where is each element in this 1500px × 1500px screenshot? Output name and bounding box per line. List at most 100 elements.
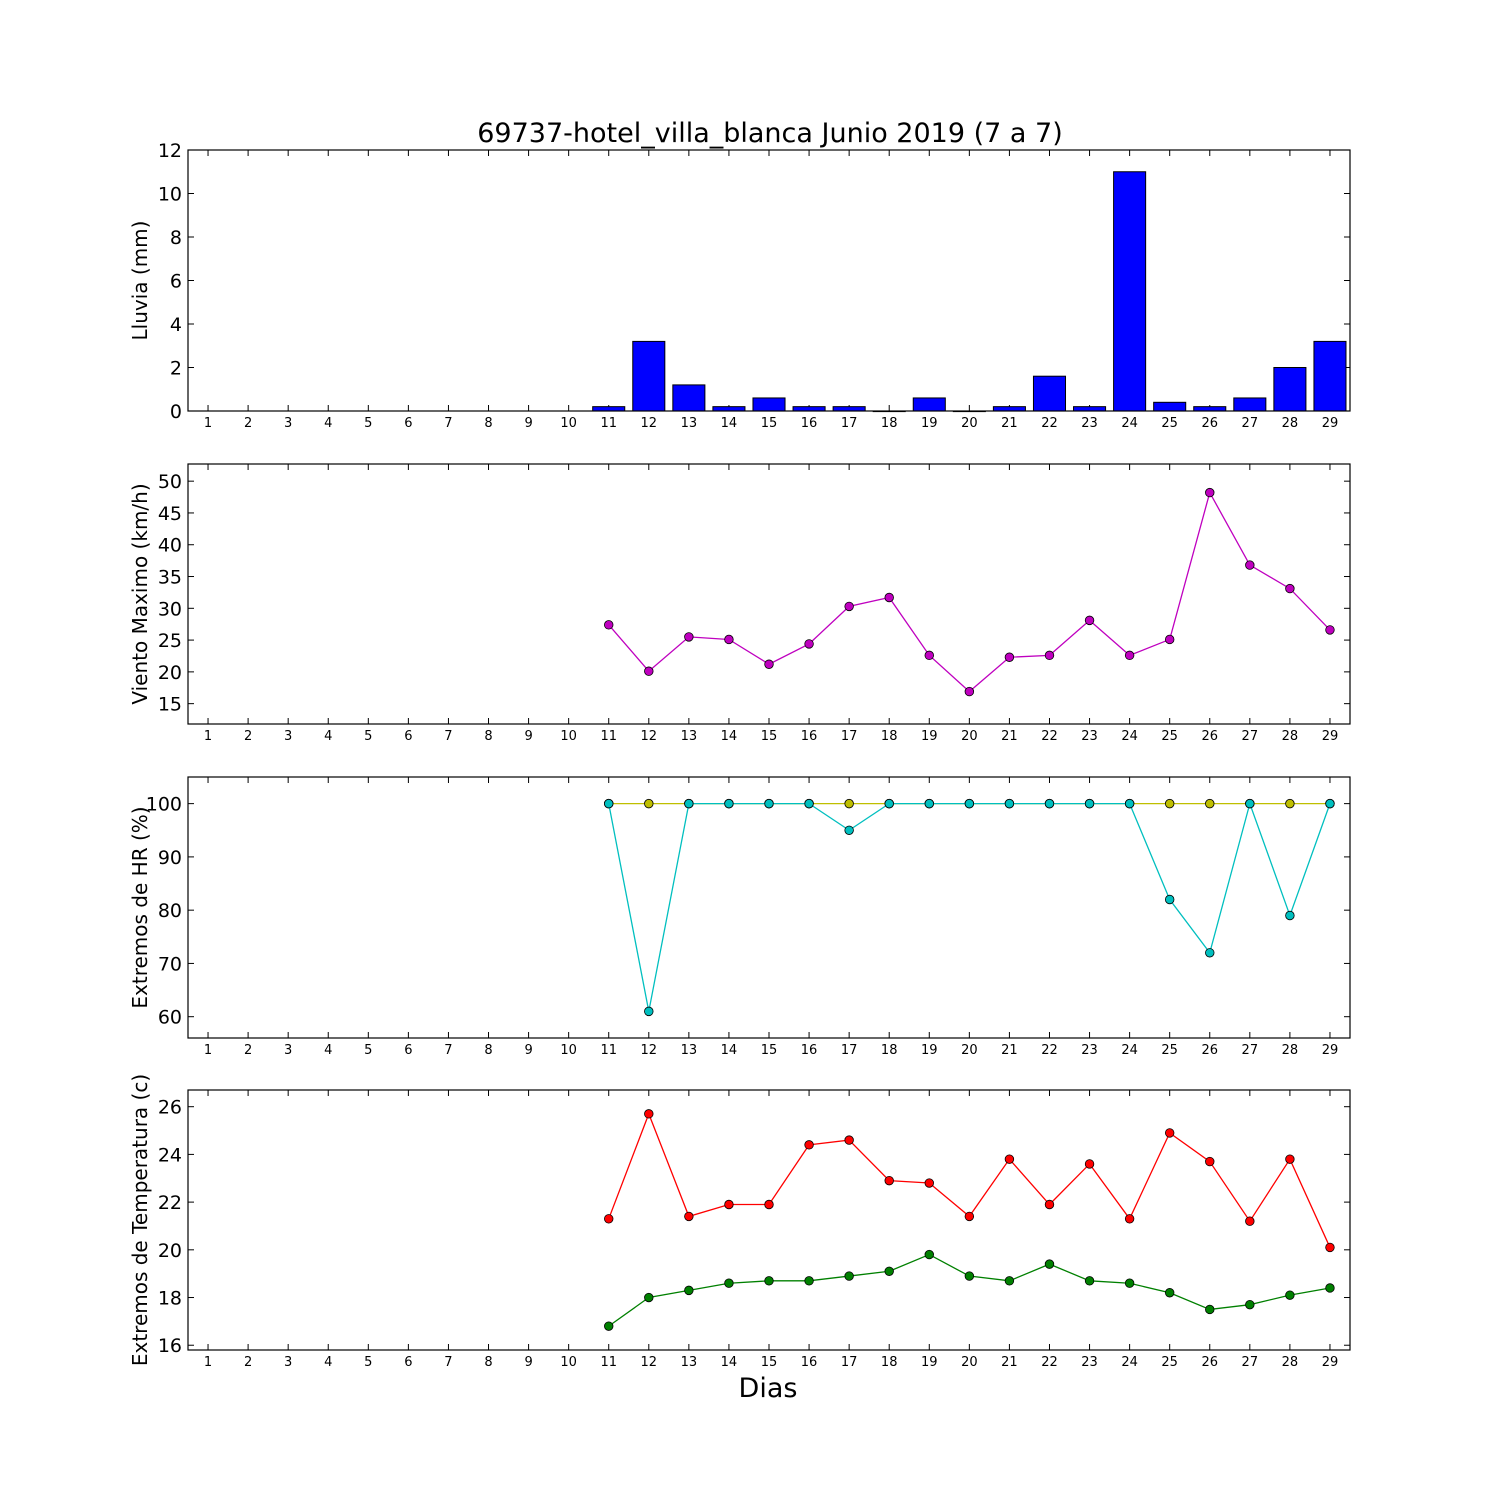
data-point [604, 620, 614, 630]
data-point [1004, 652, 1015, 662]
x-tick-label: 9 [524, 1043, 532, 1058]
data-point [1245, 1299, 1255, 1310]
x-tick-label: 20 [961, 729, 978, 744]
x-tick-label: 8 [484, 416, 492, 431]
x-tick-label: 28 [1282, 416, 1299, 431]
x-tick-label: 2 [244, 1043, 252, 1058]
x-tick-label: 21 [1001, 1355, 1018, 1370]
x-tick-label: 18 [881, 1043, 898, 1058]
data-point [1044, 1259, 1055, 1269]
x-tick-label: 16 [801, 1043, 818, 1058]
x-tick-label: 1 [204, 1355, 212, 1370]
y-tick-label: 15 [158, 694, 182, 716]
x-tick-label: 26 [1201, 416, 1218, 431]
x-tick-label: 26 [1201, 1355, 1218, 1370]
series-line [608, 1112, 1331, 1248]
y-axis-label-humidity: Extremos de HR (%) [128, 806, 152, 1008]
x-tick-label: 22 [1041, 416, 1058, 431]
panel-temperature: Extremos de Temperatura (c) 1618202224261… [128, 1074, 1351, 1370]
x-tick-label: 29 [1322, 1355, 1339, 1370]
data-point [644, 666, 654, 676]
x-tick-label: 3 [284, 729, 292, 744]
x-tick-label: 3 [284, 1043, 292, 1058]
x-tick-label: 1 [204, 729, 212, 744]
data-point [684, 632, 694, 642]
data-point [924, 1178, 934, 1188]
data-point [1205, 487, 1215, 498]
data-point [884, 1266, 894, 1276]
data-point [1084, 1276, 1095, 1286]
data-point [764, 1199, 774, 1210]
x-tick-label: 23 [1081, 416, 1098, 431]
data-point [1325, 1242, 1335, 1253]
x-tick-label: 12 [641, 729, 658, 744]
x-tick-label: 5 [364, 1043, 372, 1058]
x-tick-label: 23 [1081, 1043, 1098, 1058]
axes-frame [187, 1089, 1351, 1351]
y-axis-label-wind: Viento Maximo (km/h) [128, 483, 152, 704]
data-point [764, 659, 774, 669]
data-point [1245, 1216, 1255, 1226]
x-tick-label: 22 [1041, 729, 1058, 744]
x-tick-label: 29 [1322, 729, 1339, 744]
x-tick-label: 4 [324, 1355, 332, 1370]
data-point [724, 634, 734, 645]
y-tick-label: 8 [170, 227, 182, 249]
y-axis-label-rain: Lluvia (mm) [128, 221, 152, 341]
data-point [804, 798, 814, 809]
data-point [1044, 798, 1055, 809]
x-tick-label: 21 [1001, 729, 1018, 744]
x-tick-label: 11 [600, 729, 617, 744]
data-point [764, 1276, 774, 1286]
data-point [724, 798, 734, 809]
data-point [844, 1135, 854, 1145]
x-tick-label: 25 [1161, 1043, 1178, 1058]
x-tick-label: 18 [881, 416, 898, 431]
x-tick-label: 13 [681, 1355, 698, 1370]
data-point [644, 1292, 654, 1303]
x-tick-label: 28 [1282, 1355, 1299, 1370]
data-point [1285, 798, 1295, 809]
x-tick-label: 26 [1201, 1043, 1218, 1058]
x-tick-label: 29 [1322, 416, 1339, 431]
x-tick-label: 5 [364, 416, 372, 431]
data-point [1084, 1159, 1095, 1169]
y-tick-label: 22 [158, 1192, 182, 1214]
x-tick-label: 18 [881, 729, 898, 744]
x-axis-label: Dias [739, 1373, 798, 1404]
data-point [1245, 560, 1255, 570]
bar [1153, 401, 1187, 412]
bar [712, 406, 746, 412]
x-tick-label: 15 [761, 729, 778, 744]
x-tick-label: 1 [204, 416, 212, 431]
x-tick-label: 7 [444, 729, 452, 744]
data-point [844, 1271, 854, 1281]
x-tick-label: 22 [1041, 1355, 1058, 1370]
x-tick-label: 4 [324, 729, 332, 744]
x-tick-label: 4 [324, 1043, 332, 1058]
x-tick-label: 16 [801, 729, 818, 744]
data-point [1164, 798, 1175, 809]
y-tick-label: 70 [158, 953, 182, 975]
x-tick-label: 10 [560, 729, 577, 744]
x-tick-label: 8 [484, 1355, 492, 1370]
x-tick-label: 17 [841, 416, 858, 431]
data-point [604, 1214, 614, 1224]
x-tick-label: 15 [761, 1355, 778, 1370]
y-tick-label: 50 [158, 471, 182, 493]
series-line [608, 490, 1331, 693]
x-tick-label: 10 [560, 416, 577, 431]
data-point [1205, 798, 1215, 809]
data-point [1325, 798, 1335, 809]
x-tick-label: 11 [600, 1355, 617, 1370]
x-tick-label: 9 [524, 729, 532, 744]
x-tick-label: 19 [921, 1355, 938, 1370]
y-tick-label: 20 [158, 1240, 182, 1262]
x-tick-label: 6 [404, 729, 412, 744]
bar [1273, 367, 1307, 412]
x-tick-label: 9 [524, 416, 532, 431]
data-point [1084, 798, 1095, 809]
data-point [964, 686, 975, 697]
